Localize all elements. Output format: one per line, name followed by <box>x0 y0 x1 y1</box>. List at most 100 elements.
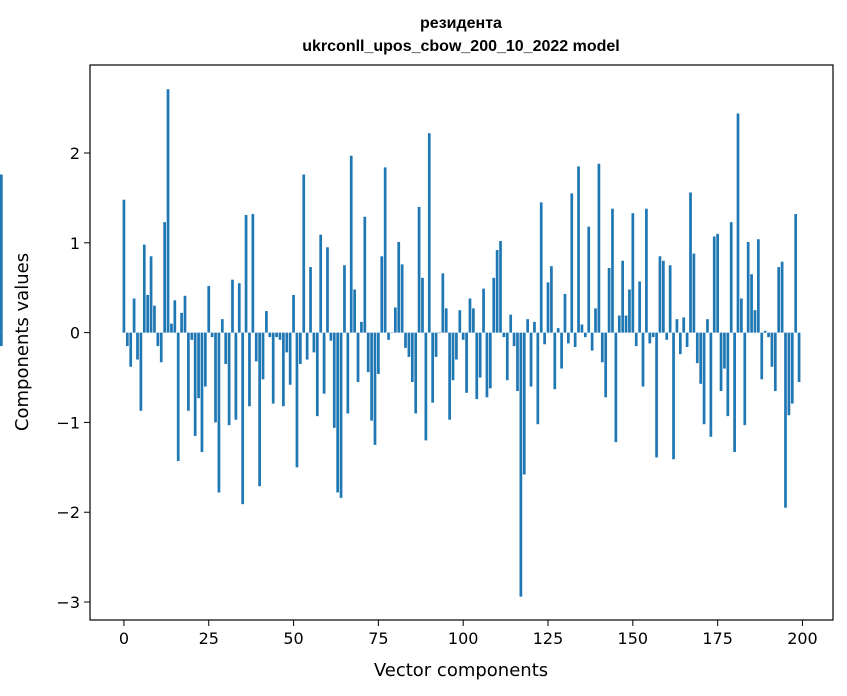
x-tick-label: 50 <box>283 629 303 648</box>
bar-179 <box>729 222 733 333</box>
bar-78 <box>387 332 390 340</box>
bar-10 <box>156 332 160 347</box>
bar-82 <box>400 264 404 333</box>
bar-173 <box>709 332 713 437</box>
bar-1 <box>125 332 129 347</box>
bar-81 <box>397 241 401 333</box>
bar-95 <box>444 308 448 333</box>
bar-66 <box>346 332 350 414</box>
bar-5 <box>139 332 143 411</box>
bar-175 <box>716 233 720 333</box>
x-tick-label: 200 <box>787 629 818 648</box>
bar-118 <box>522 332 526 475</box>
bar-48 <box>285 332 289 353</box>
bar-94 <box>441 273 445 333</box>
bar-99 <box>458 310 462 333</box>
bar-9 <box>153 305 156 333</box>
bar-64 <box>339 332 343 498</box>
bar-74 <box>373 332 377 445</box>
x-tick-label: 75 <box>368 629 388 648</box>
bar-3 <box>132 298 136 333</box>
bar-14 <box>170 323 173 333</box>
y-axis-label: Components values <box>12 253 33 431</box>
bar-160 <box>665 332 669 340</box>
bar-148 <box>624 315 628 333</box>
bar-44 <box>271 332 275 404</box>
bar-55 <box>309 267 312 333</box>
bar-107 <box>485 332 489 398</box>
y-tick-label: −1 <box>56 413 80 432</box>
bar-126 <box>550 266 553 333</box>
bar-130 <box>563 294 567 333</box>
bar-150 <box>631 213 635 333</box>
bar-109 <box>492 277 496 333</box>
bar-2 <box>129 332 133 367</box>
bar-50 <box>292 294 295 333</box>
bar-135 <box>580 324 584 333</box>
bar-147 <box>621 260 625 333</box>
bar-87 <box>417 206 421 333</box>
bar-143 <box>607 267 611 333</box>
y-tick-label: −3 <box>56 593 80 612</box>
bar-25 <box>207 285 211 333</box>
bar-77 <box>383 167 387 333</box>
bar-59 <box>322 332 326 394</box>
bar-53 <box>302 174 306 333</box>
bar-96 <box>448 332 451 420</box>
bar-34 <box>237 283 241 333</box>
bar-158 <box>658 256 662 333</box>
bar-196 <box>787 332 791 416</box>
y-tick-label: 0 <box>70 324 80 343</box>
y-tick-label: 1 <box>70 234 80 253</box>
bar-177 <box>723 332 726 369</box>
bar-111 <box>499 241 502 333</box>
bar-67 <box>349 155 353 333</box>
bar-12 <box>163 222 166 333</box>
bar-19 <box>187 332 190 411</box>
bar-136 <box>583 332 587 338</box>
bar-92 <box>434 332 438 357</box>
bar-46 <box>278 332 282 340</box>
bar-120 <box>529 332 533 387</box>
bar-194 <box>780 261 784 333</box>
bar-105 <box>478 332 482 378</box>
bar-102 <box>468 298 472 333</box>
bars-group <box>0 89 801 597</box>
bar-65 <box>343 265 346 333</box>
bar-undefined <box>0 332 3 347</box>
bar-117 <box>519 332 523 597</box>
bar-146 <box>617 315 621 333</box>
bar-121 <box>533 321 536 333</box>
bar-22 <box>197 332 200 399</box>
x-tick-label: 175 <box>702 629 733 648</box>
bar-32 <box>231 279 234 333</box>
bar-198 <box>794 214 798 333</box>
bar-172 <box>706 319 709 333</box>
bar-89 <box>424 332 428 441</box>
plot-frame <box>89 64 834 621</box>
x-tick-label: 150 <box>618 629 649 648</box>
bar-20 <box>190 332 194 340</box>
bar-76 <box>380 256 384 333</box>
bar-83 <box>404 332 407 348</box>
bar-153 <box>641 332 645 387</box>
bar-6 <box>142 244 146 333</box>
bar-116 <box>516 332 519 391</box>
bar-125 <box>546 282 550 333</box>
bar-60 <box>326 247 329 333</box>
bar-155 <box>648 332 652 344</box>
bar-54 <box>305 332 309 360</box>
bar-193 <box>777 267 781 333</box>
bar-140 <box>597 163 601 333</box>
bar-139 <box>594 308 597 333</box>
bar-39 <box>254 332 258 362</box>
bar-149 <box>628 289 631 333</box>
bar-152 <box>638 281 641 333</box>
bar-38 <box>251 214 255 333</box>
bar-90 <box>427 133 431 333</box>
bar-16 <box>176 332 180 462</box>
bar-85 <box>410 332 414 383</box>
bar-170 <box>699 332 703 384</box>
bar-21 <box>193 332 197 436</box>
